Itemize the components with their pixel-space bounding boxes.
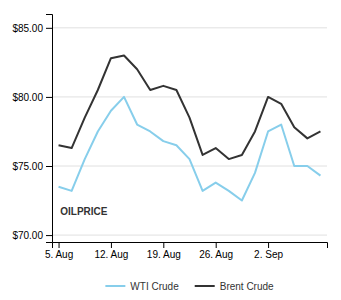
x-tick-label: 2. Sep — [254, 249, 283, 260]
y-tick-mark — [46, 235, 52, 236]
x-tick-mark — [59, 242, 60, 248]
grid — [52, 28, 327, 235]
legend-swatch — [105, 285, 125, 287]
series-line — [59, 97, 321, 201]
legend: WTI Crude Brent Crude — [105, 281, 274, 292]
x-tick-label: 26. Aug — [199, 249, 233, 260]
y-tick: $70.00 — [12, 230, 52, 241]
legend-label: WTI Crude — [130, 281, 179, 292]
y-tick: $85.00 — [12, 23, 52, 34]
y-axis: $70.00 $75.00 $80.00 $85.00 — [12, 15, 52, 243]
x-axis: 5. Aug 12. Aug 19. Aug 26. Aug 2. Sep — [45, 242, 328, 260]
annotation: OILPRICE — [60, 206, 108, 217]
lines — [59, 55, 321, 200]
legend-label: Brent Crude — [220, 281, 274, 292]
y-tick-label: $75.00 — [12, 161, 43, 172]
x-tick-mark — [163, 242, 164, 248]
x-tick: 19. Aug — [147, 242, 181, 260]
legend-item: WTI Crude — [105, 281, 179, 292]
grid-line — [52, 166, 327, 167]
grid-line — [52, 27, 327, 28]
x-tick-label: 5. Aug — [45, 249, 73, 260]
y-tick-label: $85.00 — [12, 23, 43, 34]
y-tick-mark — [46, 97, 52, 98]
y-tick-label: $80.00 — [12, 92, 43, 103]
x-tick-mark — [216, 242, 217, 248]
y-tick-mark — [46, 28, 52, 29]
series-line — [59, 55, 321, 159]
x-tick: 5. Aug — [45, 242, 73, 260]
y-tick-label: $70.00 — [12, 230, 43, 241]
x-tick-mark — [268, 242, 269, 248]
x-tick: 2. Sep — [254, 242, 283, 260]
x-tick-mark — [111, 242, 112, 248]
y-tick: $75.00 — [12, 161, 52, 172]
y-tick-mark — [46, 166, 52, 167]
x-axis-line — [53, 243, 328, 249]
x-tick: 12. Aug — [94, 242, 128, 260]
y-axis-line — [46, 15, 53, 243]
x-tick: 26. Aug — [199, 242, 233, 260]
x-tick-label: 19. Aug — [147, 249, 181, 260]
plot: 5. Aug12. Aug19. Aug26. Aug2. Sep$70.00$… — [12, 15, 327, 261]
legend-item: Brent Crude — [195, 281, 274, 292]
chart: 5. Aug12. Aug19. Aug26. Aug2. Sep$70.00$… — [0, 0, 341, 300]
y-tick: $80.00 — [12, 92, 52, 103]
x-tick-label: 12. Aug — [94, 249, 128, 260]
grid-line — [52, 235, 327, 236]
legend-swatch — [195, 285, 215, 287]
grid-line — [52, 96, 327, 97]
